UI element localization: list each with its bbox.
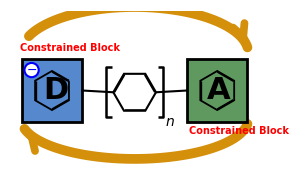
Text: Constrained Block: Constrained Block [189, 126, 289, 136]
Text: A: A [207, 76, 231, 105]
Bar [187, 59, 247, 122]
Circle shape [25, 63, 39, 77]
Polygon shape [200, 71, 234, 110]
Text: D: D [43, 76, 68, 105]
Text: Constrained Block: Constrained Block [20, 43, 120, 53]
Text: n: n [166, 115, 175, 129]
Text: −: − [26, 64, 37, 77]
Polygon shape [113, 74, 156, 111]
Bar [22, 59, 82, 122]
Polygon shape [35, 71, 69, 110]
